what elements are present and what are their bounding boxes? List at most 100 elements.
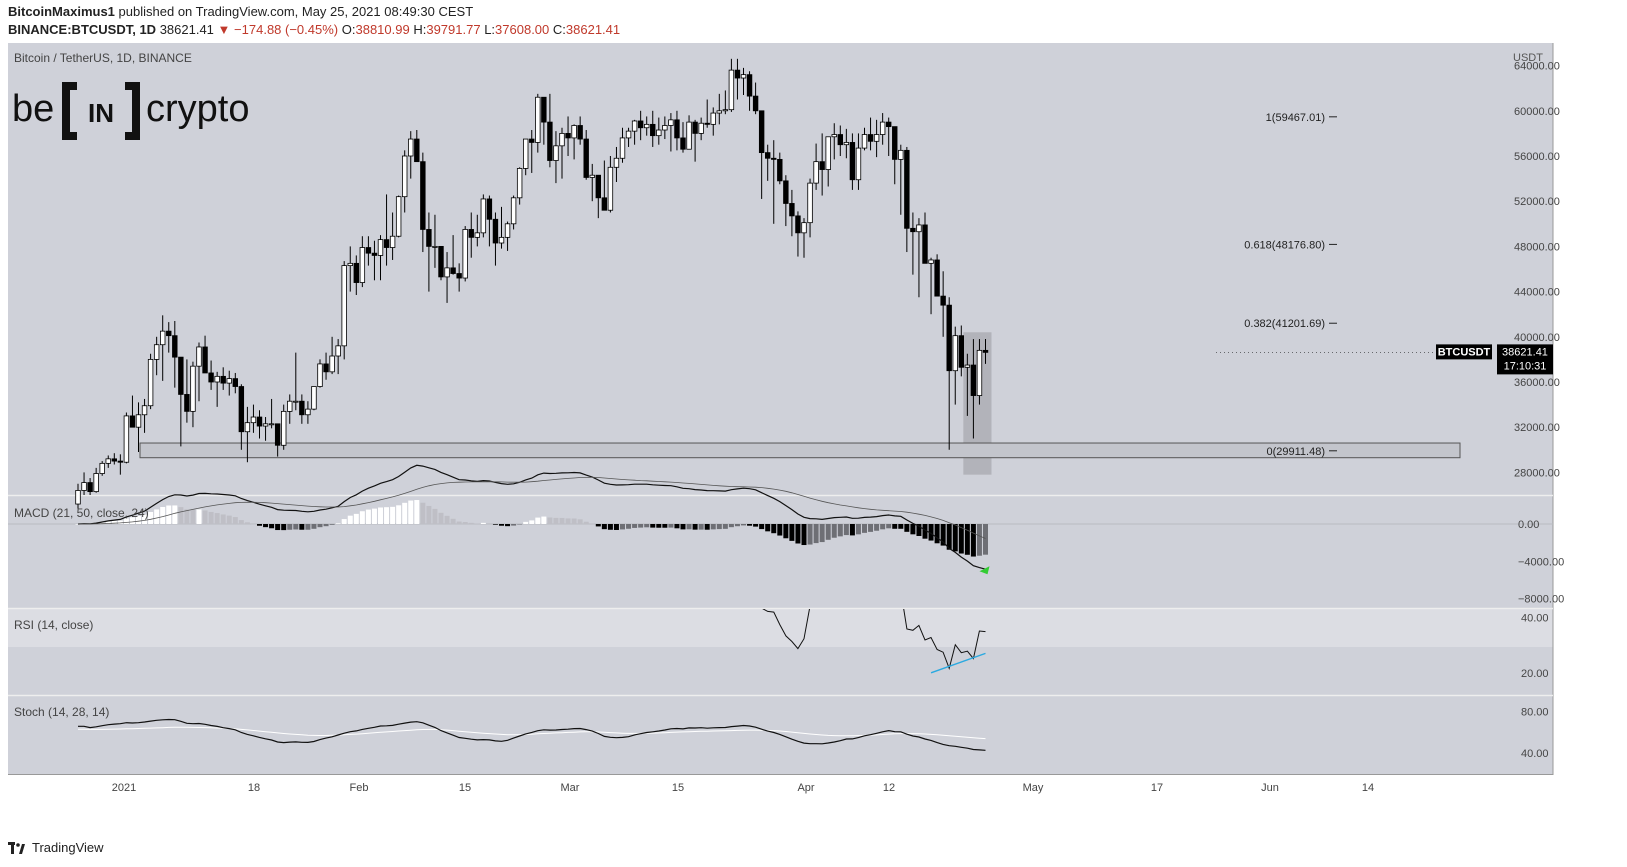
macd-histogram-bar — [178, 507, 184, 524]
stoch-axis-tick: 80.00 — [1521, 707, 1549, 719]
beincrypto-logo: be IN crypto — [12, 82, 249, 140]
macd-histogram-bar — [220, 514, 226, 524]
candle — [486, 195, 493, 247]
macd-histogram-bar — [771, 524, 777, 534]
price-axis-tick: 52000.00 — [1514, 196, 1560, 208]
time-axis-tick: 12 — [883, 782, 895, 794]
candle — [456, 263, 462, 292]
candle — [420, 152, 426, 253]
macd-panel[interactable] — [8, 496, 1553, 608]
price-axis-tick: 36000.00 — [1514, 377, 1560, 389]
macd-histogram-bar — [795, 524, 801, 544]
candle — [426, 212, 432, 292]
candle — [813, 143, 819, 190]
candle — [529, 130, 535, 173]
macd-histogram-bar — [365, 509, 371, 524]
macd-histogram-bar — [741, 524, 746, 526]
macd-histogram-bar — [184, 509, 190, 524]
candle — [220, 367, 226, 390]
candle — [323, 352, 329, 380]
candle — [946, 297, 952, 450]
candle — [613, 146, 620, 182]
candle — [166, 322, 172, 353]
candle — [886, 117, 892, 156]
candle — [341, 261, 347, 360]
candle — [498, 206, 505, 249]
macd-histogram-bar — [293, 524, 299, 530]
candle — [474, 214, 480, 247]
symbol-line: BINANCE:BTCUSDT, 1D — [8, 22, 157, 37]
logo-be-text: be — [12, 88, 54, 130]
macd-title: MACD (21, 50, close, 24) — [14, 506, 149, 520]
candle — [75, 483, 81, 509]
trading-chart[interactable]: Bitcoin / TetherUS, 1D, BINANCE be IN cr… — [0, 40, 1627, 835]
candle — [631, 119, 638, 145]
candle — [952, 326, 958, 405]
candle — [359, 236, 366, 288]
macd-histogram-bar — [964, 524, 970, 555]
macd-histogram-bar — [444, 515, 450, 524]
candle — [565, 116, 571, 156]
candle — [619, 127, 626, 163]
macd-histogram-bar — [668, 524, 674, 528]
macd-histogram-bar — [111, 520, 117, 524]
stoch-axis-tick: 40.00 — [1521, 748, 1549, 760]
macd-histogram-bar — [813, 524, 819, 544]
candle — [81, 472, 87, 495]
rsi-title: RSI (14, close) — [14, 618, 93, 632]
macd-histogram-bar — [456, 521, 462, 524]
macd-histogram-bar — [402, 502, 408, 524]
macd-histogram-bar — [486, 523, 492, 524]
macd-histogram-bar — [511, 524, 517, 526]
open-value: 38810.99 — [355, 22, 410, 37]
candle — [922, 212, 928, 264]
support-zone[interactable] — [139, 442, 1461, 459]
macd-histogram-bar — [589, 523, 595, 525]
price-axis-tick: 60000.00 — [1514, 106, 1560, 118]
candle — [438, 245, 444, 281]
candle — [819, 133, 825, 196]
candle — [601, 160, 608, 211]
macd-histogram-bar — [238, 520, 244, 524]
price-scale[interactable] — [1553, 43, 1627, 774]
candle — [311, 386, 317, 411]
candle — [734, 58, 741, 100]
macd-signal-line — [78, 476, 986, 539]
macd-histogram-bar — [154, 509, 160, 524]
macd-histogram-bar — [680, 524, 686, 530]
macd-histogram-bar — [323, 524, 329, 527]
candle — [147, 353, 154, 410]
macd-histogram-bar — [275, 524, 281, 531]
macd-histogram-bar — [311, 524, 317, 529]
macd-axis-tick: 0.00 — [1518, 519, 1539, 531]
macd-histogram-bar — [620, 524, 625, 530]
macd-histogram-bar — [789, 524, 795, 541]
candle — [111, 453, 117, 465]
rsi-divergence-trendline[interactable] — [930, 652, 986, 674]
candle — [293, 352, 299, 411]
logo-in-text: IN — [88, 98, 114, 128]
macd-histogram-bar — [269, 524, 275, 529]
candle — [873, 119, 880, 158]
macd-histogram-bar — [571, 518, 577, 524]
fib-level-label: 0.618(48176.80) — [1244, 239, 1325, 251]
candle — [595, 174, 601, 219]
author-name[interactable]: BitcoinMaximus1 — [8, 4, 115, 19]
close-value: 38621.41 — [565, 22, 621, 37]
candle — [274, 423, 281, 457]
time-axis-tick: May — [1023, 782, 1044, 794]
macd-histogram-bar — [970, 524, 976, 557]
stoch-k-line — [78, 718, 986, 751]
candle — [837, 125, 843, 156]
macd-histogram-bar — [371, 508, 377, 524]
candle — [141, 398, 148, 433]
candle — [190, 361, 196, 428]
tradingview-logo-icon — [8, 841, 26, 854]
macd-histogram-bar — [414, 500, 420, 524]
macd-histogram-bar — [317, 524, 323, 528]
tradingview-footer[interactable]: TradingView — [8, 840, 104, 855]
macd-histogram-bar — [244, 522, 250, 524]
macd-histogram-bar — [553, 517, 559, 524]
candlestick-series — [75, 58, 989, 509]
macd-histogram-bar — [886, 524, 892, 529]
